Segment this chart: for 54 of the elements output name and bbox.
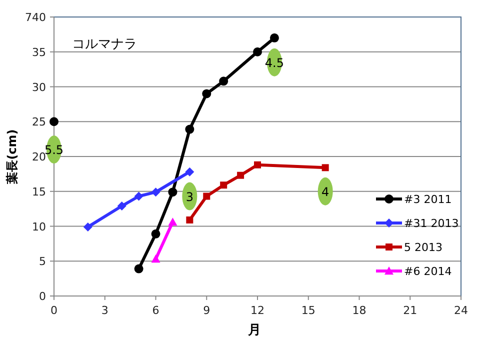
point bbox=[117, 202, 126, 211]
point bbox=[220, 182, 228, 189]
legend-label: #6 2014 bbox=[404, 265, 452, 278]
legend-item: 5 2013 bbox=[376, 241, 442, 254]
y-tick-label: 40 bbox=[32, 11, 46, 24]
x-tick-label: 9 bbox=[203, 304, 210, 317]
point bbox=[134, 192, 144, 201]
legend-label: 5 2013 bbox=[404, 241, 442, 254]
x-axis-title: 月 bbox=[247, 323, 261, 338]
point bbox=[50, 117, 58, 126]
x-tick-label: 12 bbox=[250, 304, 264, 317]
point bbox=[185, 167, 194, 176]
y-tick-label: 30 bbox=[32, 80, 46, 94]
y-tick-label: 10 bbox=[32, 220, 46, 234]
point bbox=[168, 188, 178, 197]
point bbox=[253, 47, 262, 56]
point bbox=[83, 222, 92, 232]
x-tick-label: 15 bbox=[301, 304, 316, 317]
annotation: 4 bbox=[318, 177, 333, 206]
annotation: 3 bbox=[182, 182, 198, 210]
x-tick-label: 24 bbox=[454, 304, 468, 317]
x-tick-label: 21 bbox=[403, 304, 418, 317]
point bbox=[202, 89, 212, 98]
point bbox=[186, 216, 194, 224]
point bbox=[270, 33, 279, 42]
x-tick-label: 18 bbox=[352, 304, 366, 317]
point bbox=[151, 229, 160, 238]
x-tick-label: 0 bbox=[50, 304, 58, 317]
y-tick-label: 5 bbox=[39, 255, 46, 268]
annotation: 4 bbox=[322, 184, 330, 199]
point bbox=[254, 161, 261, 168]
y-axis-title: 葉長(cm) bbox=[5, 129, 19, 185]
legend-item: #6 2014 bbox=[376, 265, 452, 278]
x-tick-label: 3 bbox=[101, 304, 108, 317]
point bbox=[185, 124, 194, 134]
text: コルマナラ bbox=[72, 37, 137, 52]
annotation: 3 bbox=[186, 190, 194, 204]
point bbox=[134, 264, 144, 274]
legend-label: #3 2011 bbox=[404, 193, 452, 206]
point bbox=[322, 164, 329, 172]
y-tick-label: 35 bbox=[32, 46, 46, 59]
point bbox=[237, 172, 244, 179]
legend-item: #31 2013 bbox=[376, 217, 459, 230]
text: 7 bbox=[25, 11, 32, 24]
y-tick-label: 15 bbox=[32, 185, 46, 198]
point bbox=[219, 76, 228, 86]
point bbox=[203, 192, 210, 200]
y-tick-label: 25 bbox=[32, 116, 46, 129]
legend-label: #31 2013 bbox=[404, 217, 459, 230]
legend-item: #3 2011 bbox=[376, 193, 452, 206]
y-tick-label: 20 bbox=[32, 150, 46, 164]
point bbox=[151, 188, 160, 197]
x-tick-label: 6 bbox=[152, 304, 160, 317]
y-tick-label: 0 bbox=[39, 290, 46, 303]
